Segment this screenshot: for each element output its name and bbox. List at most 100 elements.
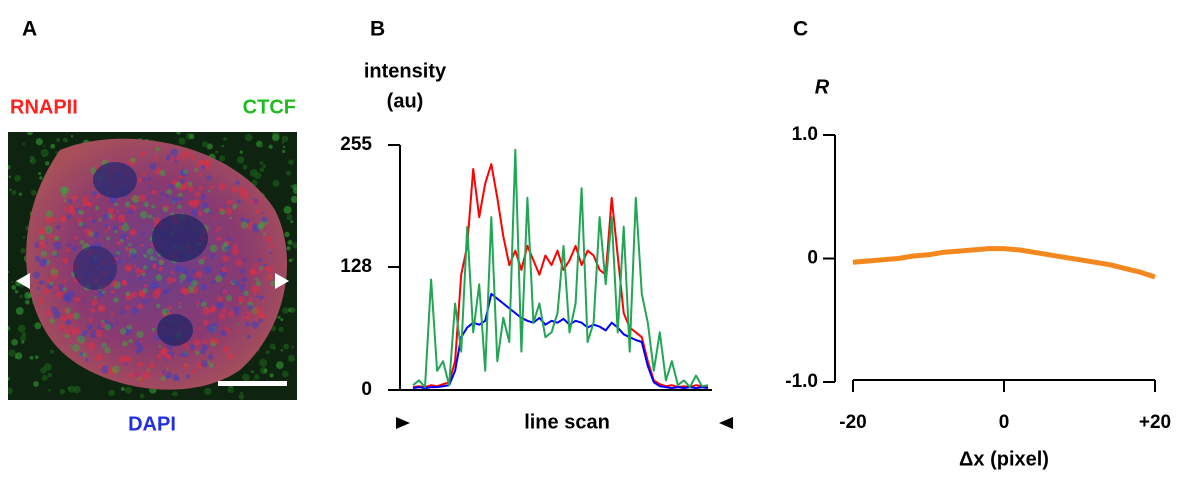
texture xyxy=(86,324,93,331)
texture xyxy=(29,355,34,360)
texture xyxy=(158,266,164,272)
texture xyxy=(239,391,243,395)
texture xyxy=(129,373,134,378)
texture xyxy=(85,358,89,362)
texture xyxy=(240,292,244,296)
texture xyxy=(121,280,127,286)
texture xyxy=(27,293,32,298)
texture xyxy=(280,349,283,352)
texture xyxy=(262,164,267,168)
texture xyxy=(40,148,49,157)
texture xyxy=(236,156,245,164)
texture xyxy=(142,272,146,277)
texture xyxy=(235,259,242,266)
texture xyxy=(247,304,253,310)
texture xyxy=(257,223,264,230)
texture xyxy=(139,340,143,344)
texture xyxy=(109,196,117,204)
texture xyxy=(49,318,55,324)
texture xyxy=(160,375,166,382)
texture xyxy=(196,300,201,305)
texture xyxy=(40,296,43,300)
texture xyxy=(168,305,173,310)
texture xyxy=(94,295,97,299)
texture xyxy=(21,332,27,337)
texture xyxy=(205,165,210,171)
texture xyxy=(254,306,262,315)
texture xyxy=(138,346,144,352)
texture xyxy=(239,150,243,154)
arrowhead xyxy=(275,273,289,289)
texture xyxy=(209,244,218,253)
texture xyxy=(282,370,289,378)
texture xyxy=(153,283,159,289)
texture xyxy=(158,259,164,266)
texture xyxy=(101,365,109,374)
texture xyxy=(181,151,188,158)
texture xyxy=(178,301,182,305)
texture xyxy=(178,280,182,284)
texture xyxy=(202,256,207,260)
texture xyxy=(268,144,273,149)
texture xyxy=(93,231,100,239)
texture xyxy=(179,273,187,281)
texture xyxy=(68,344,72,348)
panel-letter: A xyxy=(22,18,37,41)
texture xyxy=(276,361,284,369)
texture xyxy=(166,189,172,195)
texture xyxy=(38,172,42,176)
texture xyxy=(155,274,163,282)
texture xyxy=(171,179,178,185)
texture xyxy=(98,218,101,221)
texture xyxy=(121,223,130,232)
texture xyxy=(221,288,228,295)
texture xyxy=(138,376,144,383)
texture xyxy=(34,355,39,360)
texture xyxy=(218,182,226,190)
texture xyxy=(233,280,240,286)
texture xyxy=(131,291,138,298)
texture xyxy=(237,323,240,326)
texture xyxy=(238,394,245,400)
texture xyxy=(94,205,100,211)
texture xyxy=(67,243,72,248)
texture xyxy=(77,335,86,344)
texture xyxy=(123,355,132,364)
texture xyxy=(138,289,145,297)
texture xyxy=(9,188,12,191)
texture xyxy=(170,148,179,157)
texture xyxy=(185,270,191,276)
texture xyxy=(253,374,260,380)
texture xyxy=(240,217,246,222)
texture xyxy=(171,356,174,359)
texture xyxy=(62,287,67,292)
texture xyxy=(8,349,16,357)
texture xyxy=(240,221,249,229)
texture xyxy=(22,236,26,239)
texture xyxy=(200,196,206,201)
texture xyxy=(41,374,48,381)
texture xyxy=(45,210,53,218)
texture xyxy=(40,367,47,374)
texture xyxy=(203,207,210,214)
texture xyxy=(102,213,110,221)
texture xyxy=(74,296,81,303)
texture xyxy=(249,199,255,205)
texture xyxy=(281,140,285,144)
texture xyxy=(87,232,92,237)
texture xyxy=(56,137,61,143)
texture xyxy=(87,201,93,208)
texture xyxy=(44,225,53,234)
texture xyxy=(65,248,70,253)
texture xyxy=(105,230,108,233)
texture xyxy=(63,278,67,282)
texture xyxy=(170,270,175,275)
texture xyxy=(204,387,212,396)
texture xyxy=(112,224,119,232)
texture xyxy=(63,206,69,212)
texture xyxy=(114,253,119,258)
texture xyxy=(64,260,68,264)
texture xyxy=(49,349,54,354)
texture xyxy=(73,235,78,240)
texture xyxy=(11,285,17,290)
